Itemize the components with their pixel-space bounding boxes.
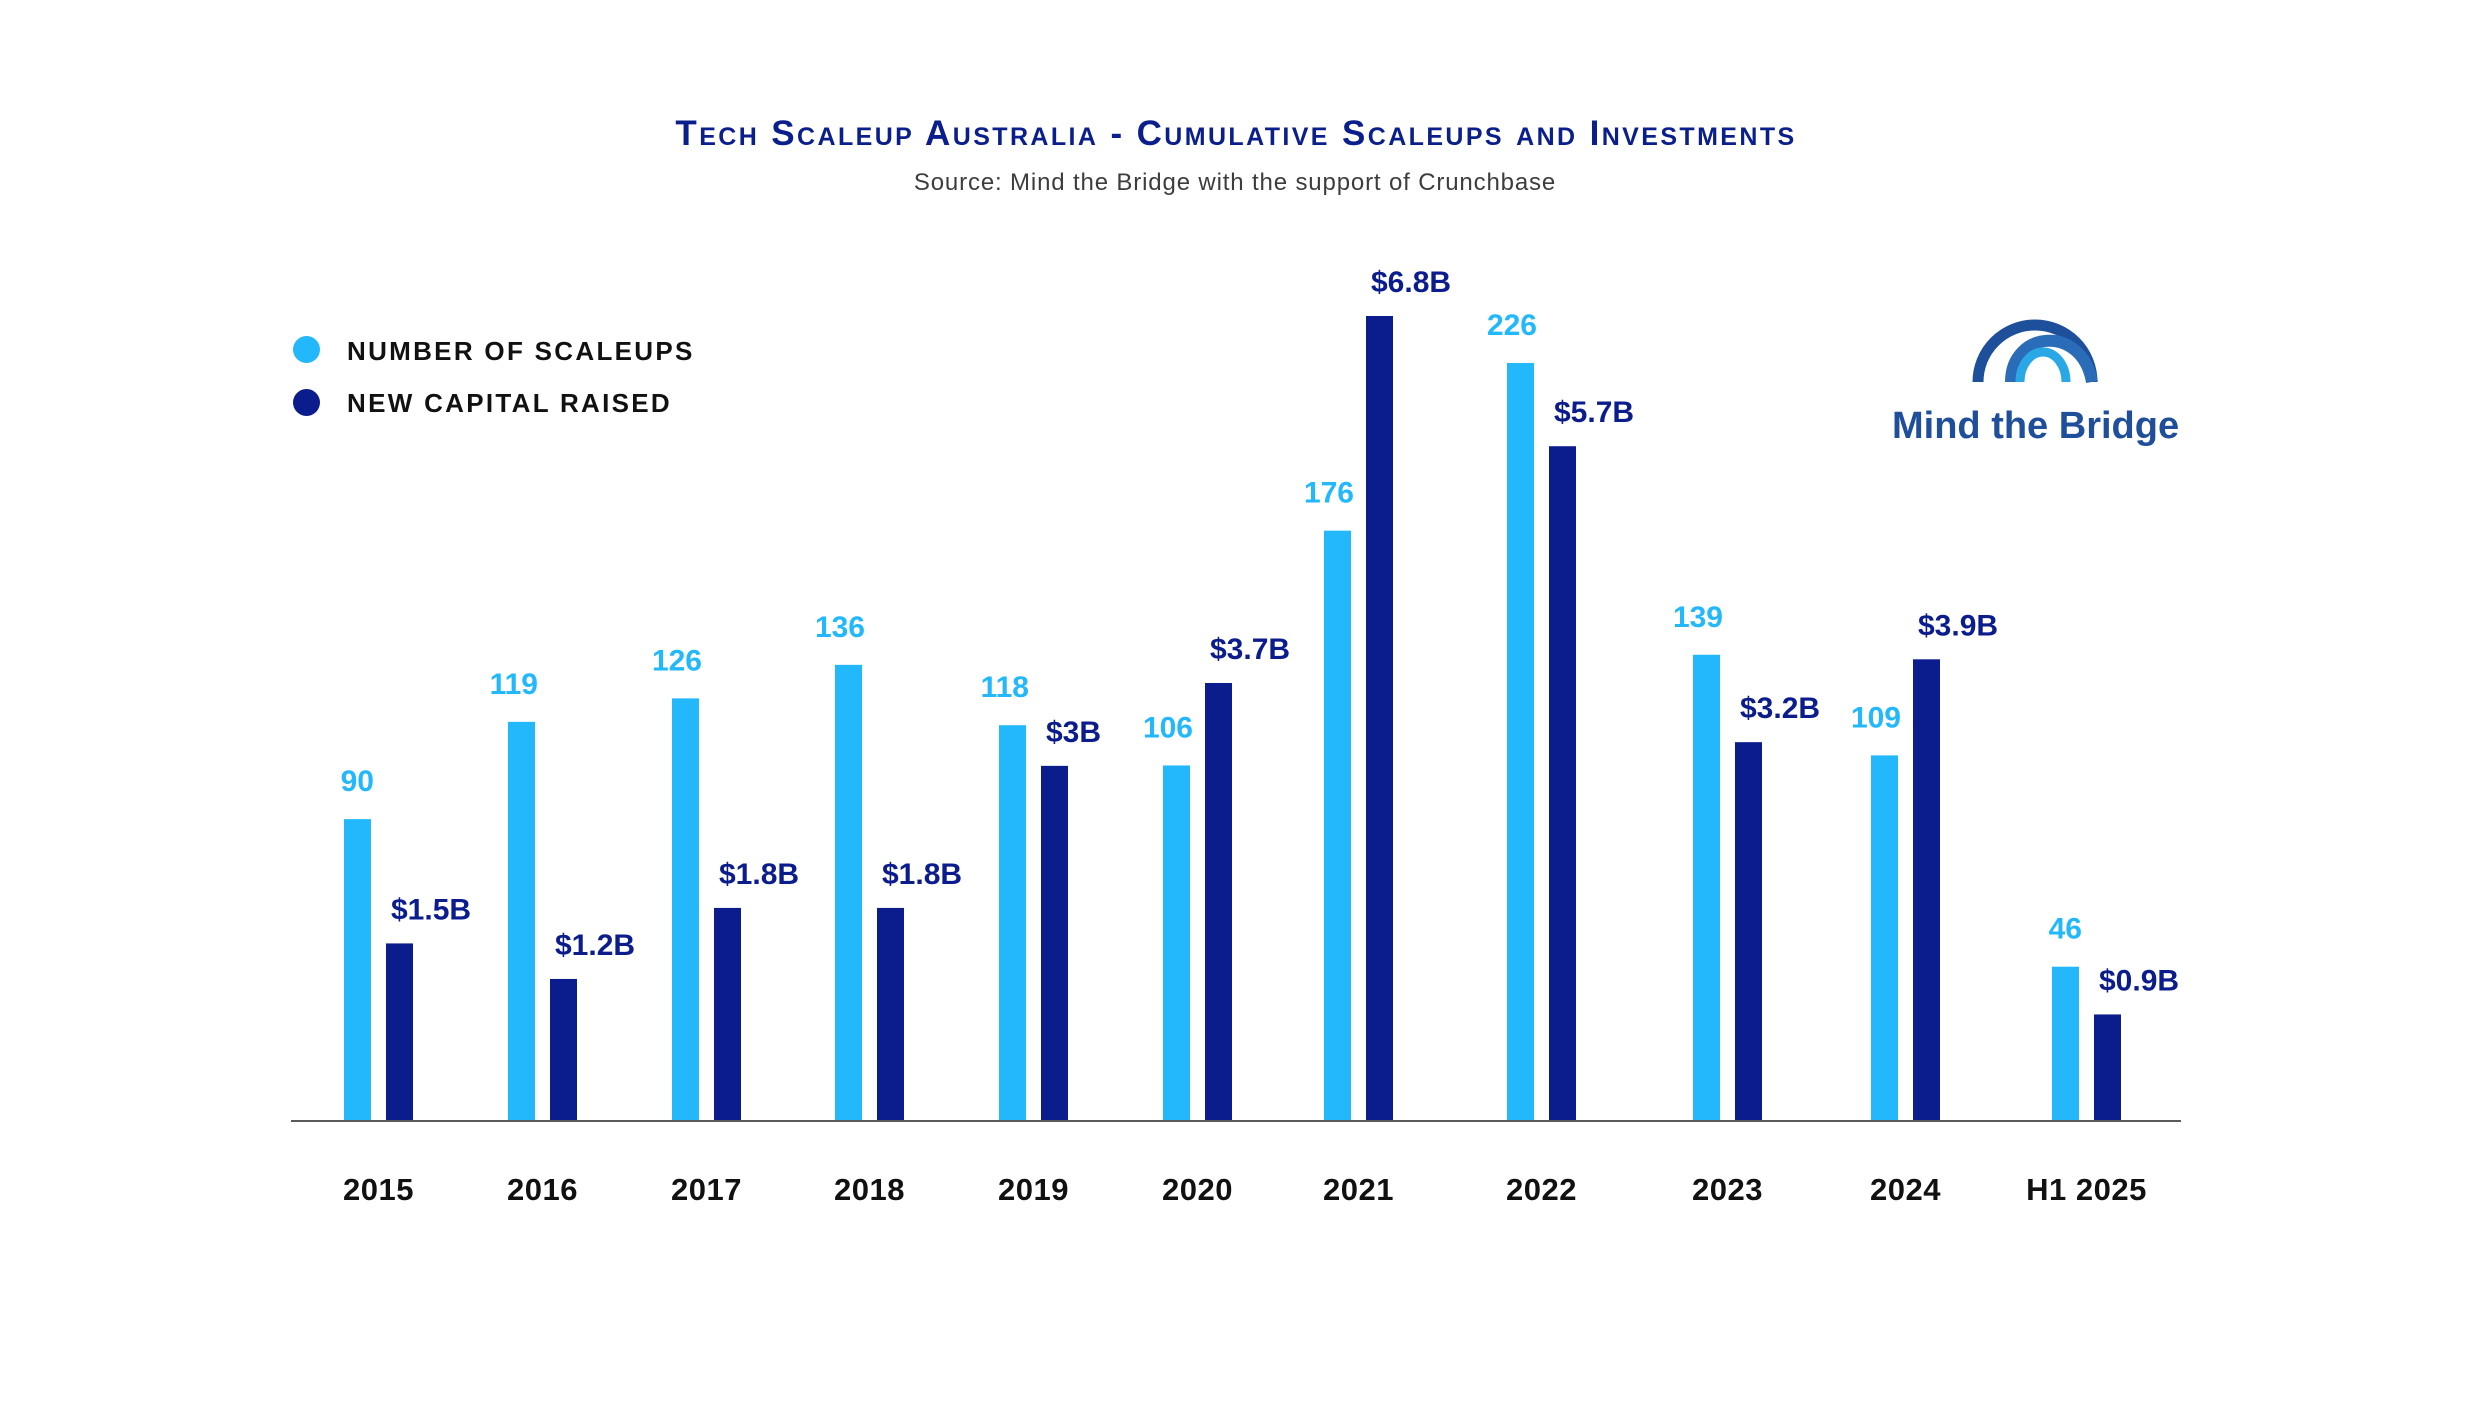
bar-capital-2017 (714, 907, 741, 1121)
value-label-capital-2022: $5.7B (1554, 396, 1634, 429)
bar-scaleups-2018 (835, 664, 862, 1121)
x-tick-label-h1-2025: H1 2025 (2026, 1172, 2147, 1207)
value-label-capital-2016: $1.2B (555, 929, 635, 962)
bar-scaleups-2020 (1163, 765, 1190, 1121)
value-label-scaleups-2021: 176 (1304, 477, 1354, 510)
bar-capital-2021 (1366, 316, 1393, 1121)
x-tick-label-2022: 2022 (1506, 1172, 1577, 1207)
bridge-arcs-icon (1972, 319, 2098, 384)
chart-subtitle: Source: Mind the Bridge with the support… (913, 169, 1557, 196)
mind-the-bridge-logo: Mind the Bridge (1880, 305, 2200, 465)
bar-scaleups-2015 (344, 819, 371, 1121)
legend-item-scaleups: NUMBER OF SCALEUPS (293, 336, 773, 366)
value-label-scaleups-2018: 136 (815, 611, 865, 644)
bar-scaleups-2023 (1693, 654, 1720, 1121)
value-label-capital-2020: $3.7B (1210, 633, 1290, 666)
value-label-capital-2019: $3B (1046, 716, 1101, 749)
value-label-scaleups-2020: 106 (1143, 711, 1193, 744)
logo-text: Mind the Bridge (1892, 405, 2180, 447)
bar-capital-2023 (1735, 742, 1762, 1121)
bar-scaleups-2024 (1871, 755, 1898, 1121)
value-label-capital-2021: $6.8B (1371, 266, 1451, 299)
value-label-scaleups-2019: 118 (981, 671, 1029, 704)
x-tick-label-2019: 2019 (998, 1172, 1069, 1207)
scaleups-circle-icon (293, 336, 320, 363)
value-label-scaleups-2022: 226 (1487, 309, 1537, 342)
x-tick-label-2016: 2016 (507, 1172, 578, 1207)
bar-scaleups-2022 (1507, 362, 1534, 1121)
legend-label-scaleups: NUMBER OF SCALEUPS (347, 336, 695, 366)
value-label-scaleups-2017: 126 (652, 644, 702, 677)
capital-circle-icon (293, 389, 320, 416)
logo-inner-arc (2015, 347, 2071, 383)
value-label-scaleups-h1-2025: 46 (2049, 913, 2082, 946)
bar-capital-h1-2025 (2094, 1014, 2121, 1121)
x-tick-label-2020: 2020 (1162, 1172, 1233, 1207)
bar-capital-2019 (1041, 765, 1068, 1121)
bar-capital-2015 (386, 943, 413, 1121)
bar-scaleups-h1-2025 (2052, 966, 2079, 1121)
value-label-capital-2024: $3.9B (1918, 609, 1998, 642)
value-label-scaleups-2023: 139 (1673, 601, 1723, 634)
value-label-capital-2015: $1.5B (391, 893, 471, 926)
bar-capital-2018 (877, 907, 904, 1121)
bar-scaleups-2016 (508, 721, 535, 1121)
bar-scaleups-2017 (672, 698, 699, 1121)
value-label-capital-2017: $1.8B (719, 858, 799, 891)
bar-scaleups-2021 (1324, 530, 1351, 1121)
bar-capital-2022 (1549, 446, 1576, 1121)
value-label-scaleups-2016: 119 (490, 668, 538, 701)
legend-item-capital: NEW CAPITAL RAISED (293, 388, 773, 418)
bar-scaleups-2019 (999, 725, 1026, 1121)
x-tick-label-2024: 2024 (1870, 1172, 1941, 1207)
legend-label-capital: NEW CAPITAL RAISED (347, 388, 673, 418)
value-label-capital-2018: $1.8B (882, 858, 962, 891)
x-tick-label-2015: 2015 (343, 1172, 414, 1207)
value-label-scaleups-2015: 90 (341, 765, 374, 798)
bar-capital-2024 (1913, 659, 1940, 1121)
x-tick-label-2017: 2017 (671, 1172, 742, 1207)
value-label-capital-h1-2025: $0.9B (2099, 964, 2179, 997)
x-tick-label-2021: 2021 (1323, 1172, 1394, 1207)
bar-capital-2016 (550, 978, 577, 1121)
value-label-scaleups-2024: 109 (1851, 701, 1901, 734)
logo-middle-arc (2005, 334, 2098, 384)
value-label-capital-2023: $3.2B (1740, 692, 1820, 725)
x-tick-label-2023: 2023 (1692, 1172, 1763, 1207)
x-tick-label-2018: 2018 (834, 1172, 905, 1207)
chart-title: Tech Scaleup Australia - Cumulative Scal… (675, 114, 1797, 153)
bar-capital-2020 (1205, 682, 1232, 1121)
